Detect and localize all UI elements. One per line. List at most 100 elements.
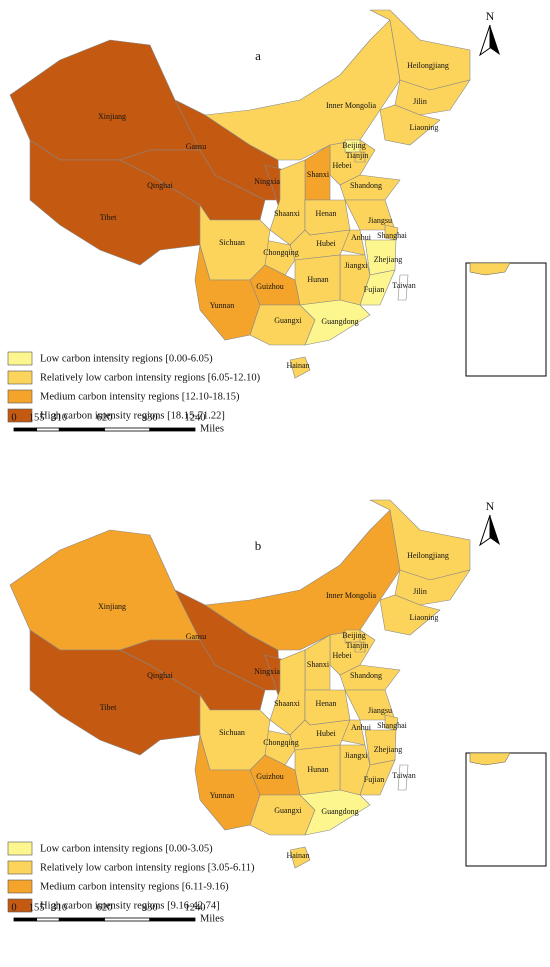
province	[339, 174, 401, 201]
province-name: Liaoning	[410, 123, 439, 132]
province-name: Fujian	[364, 775, 384, 784]
province	[354, 641, 366, 653]
north-arrow	[490, 25, 500, 55]
province-name: Hebei	[332, 651, 352, 660]
scale-segment	[58, 427, 105, 432]
province-name: Shanghai	[377, 231, 408, 240]
map-panel: a Xinjiang Tibet Qinghai Gansu Ningxia Inner M…	[7, 9, 547, 434]
province-name: Tibet	[100, 703, 117, 712]
scale-tick: 310	[51, 412, 67, 423]
province	[9, 39, 206, 161]
province	[397, 764, 409, 791]
province-name: Fujian	[364, 285, 384, 294]
scale-segment	[104, 917, 151, 922]
province-name: Guizhou	[256, 282, 284, 291]
province	[249, 794, 316, 836]
province	[299, 789, 371, 836]
province-name: Xinjiang	[98, 112, 126, 121]
province	[359, 759, 396, 796]
scale-tick: 0	[11, 412, 16, 423]
legend-swatch	[7, 860, 33, 875]
province-name: Anhui	[351, 233, 372, 242]
province-name: Anhui	[351, 723, 372, 732]
province-name: Hainan	[286, 851, 309, 860]
province-name: Yunnan	[210, 301, 234, 310]
province-name: Shandong	[350, 181, 382, 190]
province	[397, 274, 409, 301]
province-name: Qinghai	[147, 671, 174, 680]
legend-swatch	[7, 389, 33, 404]
province	[289, 356, 311, 379]
province-name: Jiangxi	[344, 261, 368, 270]
province	[354, 151, 366, 163]
scale-tick: 310	[51, 902, 67, 913]
scale-tick: 620	[97, 412, 113, 423]
province-name: Henan	[316, 699, 337, 708]
province-name: Shaanxi	[274, 699, 301, 708]
province-name: Heilongjiang	[407, 61, 449, 70]
province-name: Ningxia	[254, 177, 280, 186]
province-name: Heilongjiang	[407, 551, 449, 560]
province-name: Sichuan	[219, 728, 245, 737]
legend-swatch	[7, 879, 33, 894]
province-name: Yunnan	[210, 791, 234, 800]
north-arrow	[490, 515, 500, 545]
province-name: Hubei	[316, 239, 336, 248]
scale-segment	[104, 427, 151, 432]
province-name: Shandong	[350, 671, 382, 680]
north-label: N	[486, 499, 495, 513]
legend-label: Medium carbon intensity regions [12.10-1…	[40, 391, 240, 402]
legend-swatch	[7, 370, 33, 385]
province	[119, 639, 266, 711]
scale-unit: Miles	[200, 423, 224, 434]
inset-land	[469, 752, 511, 766]
province	[289, 846, 311, 869]
province-name: Inner Mongolia	[326, 101, 376, 110]
north-label: N	[486, 9, 495, 23]
province-name: Zhejiang	[374, 745, 402, 754]
scale-segment	[36, 917, 60, 922]
legend-label: Medium carbon intensity regions [6.11-9.…	[40, 881, 229, 892]
scale-tick: 620	[97, 902, 113, 913]
north-arrow	[479, 24, 491, 57]
legend-label: Relatively low carbon intensity regions …	[40, 862, 255, 873]
province-name: Guizhou	[256, 772, 284, 781]
province-name: Guangxi	[274, 316, 302, 325]
scale-segment	[149, 917, 196, 922]
province-name: Tianjin	[346, 151, 369, 160]
legend-swatch	[7, 898, 33, 913]
legend-swatch	[7, 841, 33, 856]
province-name: Hebei	[332, 161, 352, 170]
legend-label: Relatively low carbon intensity regions …	[40, 372, 261, 383]
province	[204, 509, 401, 651]
scale-tick: 155	[29, 902, 45, 913]
province-name: Xinjiang	[98, 602, 126, 611]
scale-tick: 1240	[185, 412, 206, 423]
province	[339, 664, 401, 691]
scale-segment	[149, 427, 196, 432]
scale-unit: Miles	[200, 913, 224, 924]
panel-label: b	[255, 538, 262, 553]
province	[9, 529, 206, 651]
province-name: Chongqing	[263, 738, 299, 747]
north-arrow	[479, 514, 491, 547]
legend-label: Low carbon intensity regions [0.00-6.05)	[40, 353, 213, 364]
scale-tick: 930	[142, 412, 158, 423]
province-name: Ningxia	[254, 667, 280, 676]
legend-swatch	[7, 351, 33, 366]
province	[299, 299, 371, 346]
province	[204, 19, 401, 161]
province-name: Tianjin	[346, 641, 369, 650]
province-name: Sichuan	[219, 238, 245, 247]
province-name: Jiangsu	[368, 706, 392, 715]
province-name: Guangxi	[274, 806, 302, 815]
scale-segment	[13, 917, 38, 922]
province-name: Jiangxi	[344, 751, 368, 760]
legend-swatch	[7, 408, 33, 423]
province	[379, 104, 441, 146]
scale-tick: 930	[142, 902, 158, 913]
inset-frame	[465, 752, 547, 867]
